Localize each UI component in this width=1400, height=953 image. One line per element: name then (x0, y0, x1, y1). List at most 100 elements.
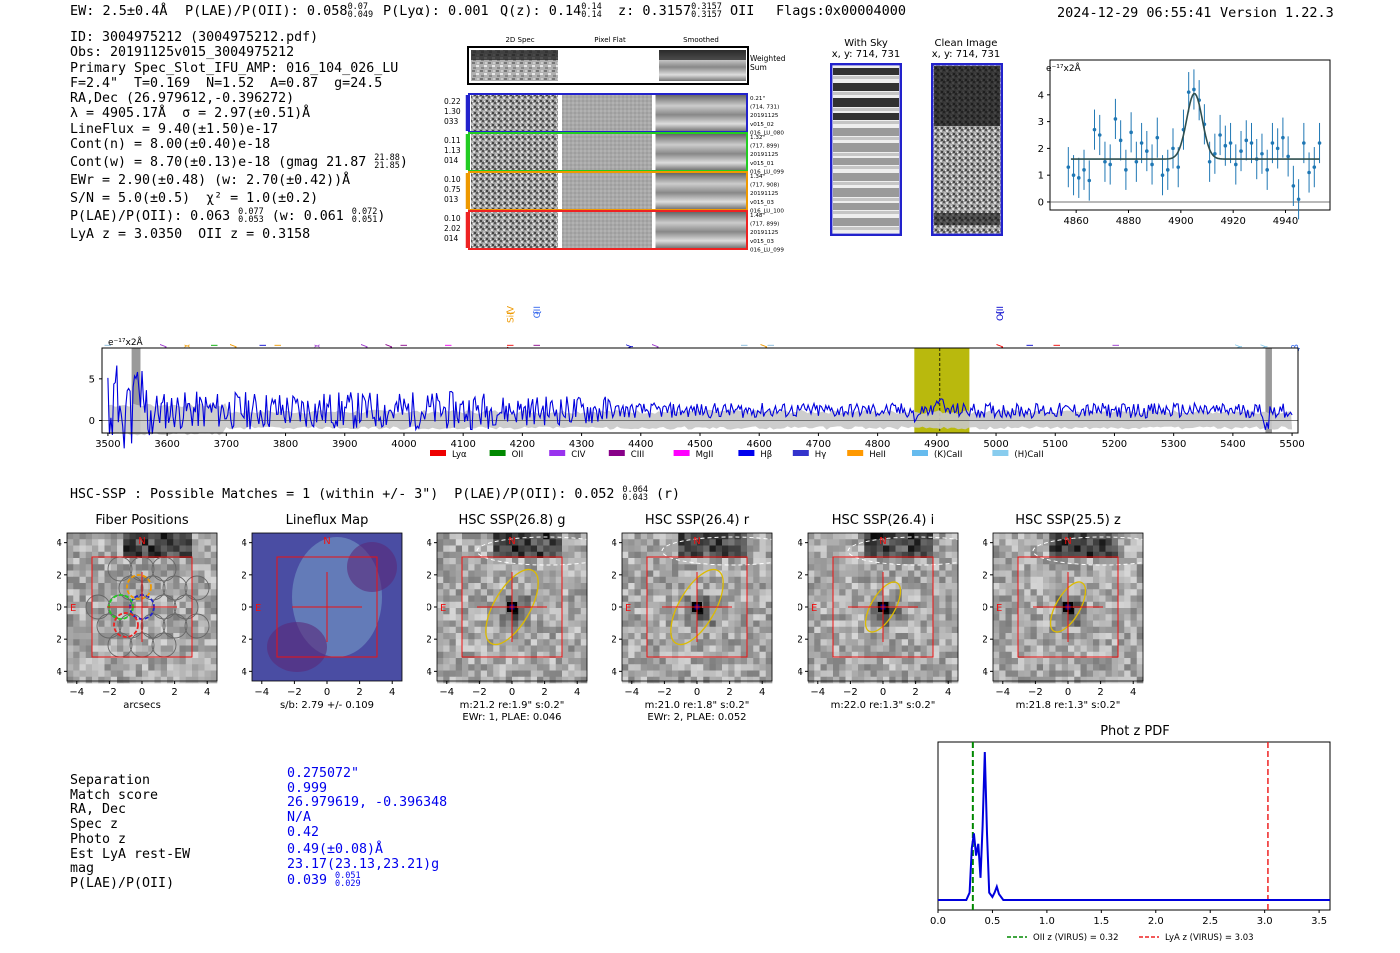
match-specz: N/A (287, 810, 312, 826)
photz-xtick: 0.0 (930, 916, 946, 927)
zoom-point (1228, 141, 1233, 145)
zoom-point (1265, 168, 1269, 172)
cutout-row-left-label: 1.30 (444, 107, 461, 116)
photz-legend: OII z (VIRUS) = 0.32 LyA z (VIRUS) = 3.03 (1007, 933, 1254, 943)
hsc-panel-image: N E −4 −4 −2 −2 0 0 2 2 4 4 m:21.8 re:1.3" s:0.2" (983, 532, 1153, 711)
hsc-ytick: 0 (612, 603, 617, 614)
zoom-point (1281, 135, 1285, 140)
search-box (91, 556, 193, 658)
zoom-ytick: 4 (1038, 90, 1044, 101)
spectrum-xtick: 5200 (1102, 439, 1127, 450)
neighbor-ellipse (847, 536, 968, 566)
hsc-ytick: −2 (983, 635, 988, 646)
cutout-row-right-label: v015_03 (750, 200, 774, 206)
hsc-xtick: 0 (139, 687, 145, 698)
photz-title: Phot z PDF (1100, 724, 1170, 739)
spectrum-legend-item: HeII (847, 450, 886, 460)
zoom-point (1186, 90, 1191, 94)
cutout-row-left-label: 0.10 (444, 214, 461, 223)
fiber-circle (140, 575, 166, 601)
spectrum-xtick: 4700 (806, 439, 831, 450)
hsc-ytick: 4 (427, 538, 432, 549)
hsc-xtick: 4 (574, 687, 580, 698)
sky-band (833, 203, 899, 210)
hsc-ytick: 0 (242, 603, 247, 614)
match-plae: 0.039 0.051 0.029 (287, 871, 361, 890)
info-radec: RA,Dec (26.979612,-0.396272) (70, 91, 295, 107)
hsc-panel-title: HSC SSP(25.5) z (1015, 513, 1121, 528)
spectrum-xtick: 4800 (865, 439, 890, 450)
zoom-point (1155, 135, 1160, 140)
hsc-xtick: 2 (356, 687, 362, 698)
match-label: Separation (70, 773, 151, 788)
zoom-point (1275, 146, 1280, 151)
info-plae: P(LAE)/P(OII): 0.063 0.077 0.053 (w: 0.06… (70, 207, 386, 226)
spectrum-legend-item: (K)CaII (912, 450, 962, 460)
hsc-xtick: 2 (171, 687, 177, 698)
spectrum-xtick: 4400 (628, 439, 653, 450)
sky-band (833, 113, 899, 120)
hsc-panel-image: N E −4 −4 −2 −2 0 0 2 2 4 4 m:22.0 re:1.3" s:0.2" (798, 532, 968, 711)
zoom-ytick: 0 (1038, 197, 1044, 208)
zoom-point (1176, 165, 1181, 169)
zoom-gaussian-fit (1070, 92, 1320, 160)
north-label: N (693, 536, 700, 547)
cutout-row-right-label: 20191125 (750, 152, 779, 158)
spectrum-legend-label: (K)CaII (934, 450, 962, 460)
zoom-point (1171, 146, 1175, 151)
spectrum-legend-label: CIV (571, 450, 585, 460)
zoom-point (1260, 151, 1264, 156)
hsc-ytick: −2 (242, 635, 247, 646)
header-z: z: 0.3157 0.3157 0.3157 OII (618, 2, 755, 20)
header-flags: Flags:0x00004000 (776, 3, 907, 19)
zoom-point (1213, 151, 1217, 156)
zoom-point (1108, 162, 1112, 167)
cutout-row-right-label: (717, 899) (750, 222, 779, 228)
hsc-xtick: 0 (694, 687, 700, 698)
photz-xtick: 1.5 (1093, 916, 1109, 927)
spectrum-xtick: 4300 (569, 439, 594, 450)
cutout-row-left-label: 1.13 (444, 146, 461, 155)
hsc-xtick: 4 (759, 687, 765, 698)
zoom-point (1223, 143, 1228, 148)
spectrum-legend-item: OII (489, 450, 523, 460)
header-plya: P(Lyα): 0.001 (383, 3, 489, 19)
spectrum-xtick: 4000 (391, 439, 416, 450)
hsc-caption: arcsecs (123, 700, 161, 711)
cutout-row-left-label: 2.02 (444, 224, 461, 233)
hsc-ytick: 0 (57, 603, 62, 614)
hsc-xtick: 0 (1065, 687, 1071, 698)
search-box (1017, 556, 1119, 658)
match-label: Photo z (70, 831, 127, 847)
hsc-xtick: −4 (624, 687, 639, 698)
fiber-circle (96, 613, 122, 639)
hsc-caption-2: EWr: 2, PLAE: 0.052 (647, 712, 746, 723)
header-plae: P(LAE)/P(OII): 0.058 0.07 0.049 (185, 2, 374, 20)
hsc-ytick: −4 (983, 667, 988, 678)
col-2d-spec: 2D Spec (505, 36, 534, 44)
search-box (461, 556, 563, 658)
header-ew: EW: 2.5±0.4Å (70, 3, 168, 19)
neighbor-ellipse (476, 536, 597, 566)
zoom-point (1082, 168, 1086, 172)
spectrum-legend-item: CIII (608, 450, 644, 460)
source-ellipse (1049, 581, 1087, 633)
hsc-ytick: 2 (983, 570, 988, 581)
zoom-point (1244, 138, 1249, 143)
spectrum-legend-label: CIII (631, 450, 644, 460)
with-sky-title: With Sky x, y: 714, 731 (831, 38, 901, 60)
zoom-point (1270, 141, 1275, 145)
zoom-point (1239, 149, 1243, 153)
spectrum-legend-label: HeII (869, 450, 886, 460)
sky-band (833, 218, 899, 226)
match-labels: Separation Match score RA, Dec Spec z Ph… (70, 773, 190, 892)
cutout-row-left-label: 033 (444, 117, 459, 126)
hsc-xtick: 4 (945, 687, 951, 698)
zoom-point (1092, 127, 1097, 132)
zoom-point (1113, 117, 1118, 121)
cutout-row-left-label: 014 (444, 156, 459, 165)
cutout-row-right-label: 20191125 (750, 113, 779, 119)
match-score: 0.999 (287, 780, 328, 796)
info-fparams: F=2.4" T=0.169 N=1.52 A=0.87 g=24.5 (70, 75, 383, 91)
hsc-ytick: 2 (242, 570, 247, 581)
